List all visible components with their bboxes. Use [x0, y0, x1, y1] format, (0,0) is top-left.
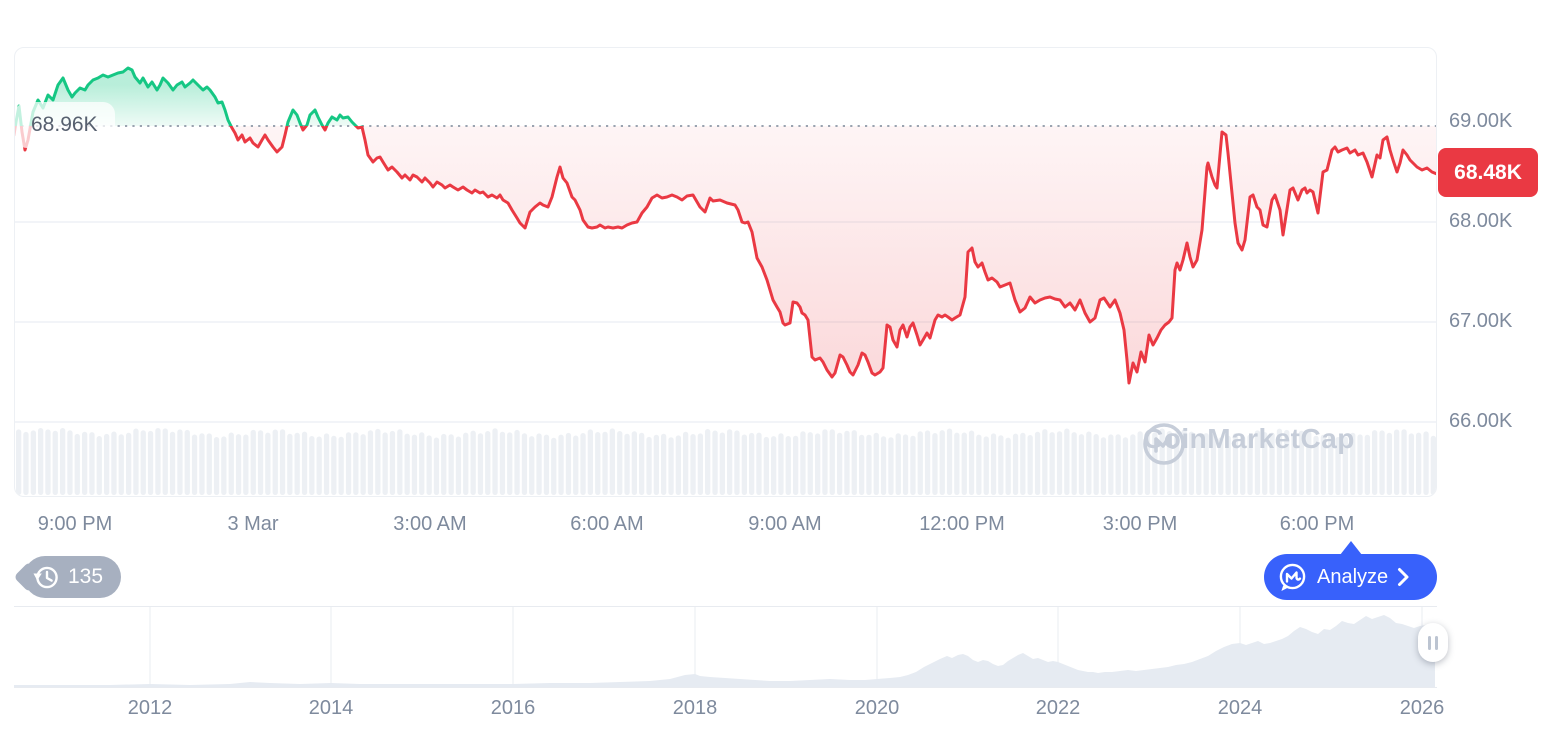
timeline-navigator[interactable]	[14, 606, 1437, 688]
navigator-year-label: 2016	[490, 697, 536, 719]
baseline-price-value: 68.96K	[31, 113, 98, 136]
y-axis-label: 66.00K	[1449, 410, 1513, 432]
chevron-right-icon	[1398, 568, 1409, 586]
y-axis-label: 67.00K	[1449, 310, 1513, 332]
x-axis-label: 3:00 AM	[393, 513, 467, 535]
navigator-year-label: 2020	[854, 697, 900, 719]
x-axis-label: 9:00 PM	[37, 513, 113, 535]
navigator-area-chart[interactable]	[14, 607, 1435, 687]
analyze-button[interactable]: Analyze	[1264, 554, 1437, 600]
x-axis-label: 6:00 AM	[570, 513, 644, 535]
history-clock-icon	[33, 566, 58, 589]
x-axis-label: 6:00 PM	[1279, 513, 1355, 535]
history-count-badge[interactable]: 135	[24, 556, 122, 598]
y-axis-label: 68.00K	[1449, 210, 1513, 232]
analyze-label: Analyze	[1317, 565, 1389, 588]
x-axis-label: 9:00 AM	[748, 513, 822, 535]
x-axis-label: 12:00 PM	[919, 513, 1005, 535]
price-line-chart[interactable]	[14, 47, 1437, 497]
baseline-price-label: 68.96K	[15, 102, 115, 148]
analyze-tooltip-arrow	[1340, 541, 1362, 555]
price-chart-card: CoinMarketCap	[14, 47, 1437, 497]
navigator-year-label: 2018	[672, 697, 718, 719]
x-axis-label: 3:00 PM	[1102, 513, 1178, 535]
navigator-year-label: 2022	[1035, 697, 1081, 719]
x-axis-label: 3 Mar	[227, 513, 279, 535]
navigator-year-label: 2026	[1399, 697, 1445, 719]
current-price-badge: 68.48K	[1438, 148, 1538, 197]
navigator-year-label: 2014	[308, 697, 354, 719]
y-axis-label: 69.00K	[1449, 110, 1513, 132]
history-count: 135	[68, 565, 104, 588]
navigator-year-label: 2012	[127, 697, 173, 719]
navigator-resize-handle[interactable]	[1418, 623, 1448, 662]
cmc-chat-bubble-icon	[1279, 563, 1306, 591]
navigator-year-label: 2024	[1217, 697, 1263, 719]
